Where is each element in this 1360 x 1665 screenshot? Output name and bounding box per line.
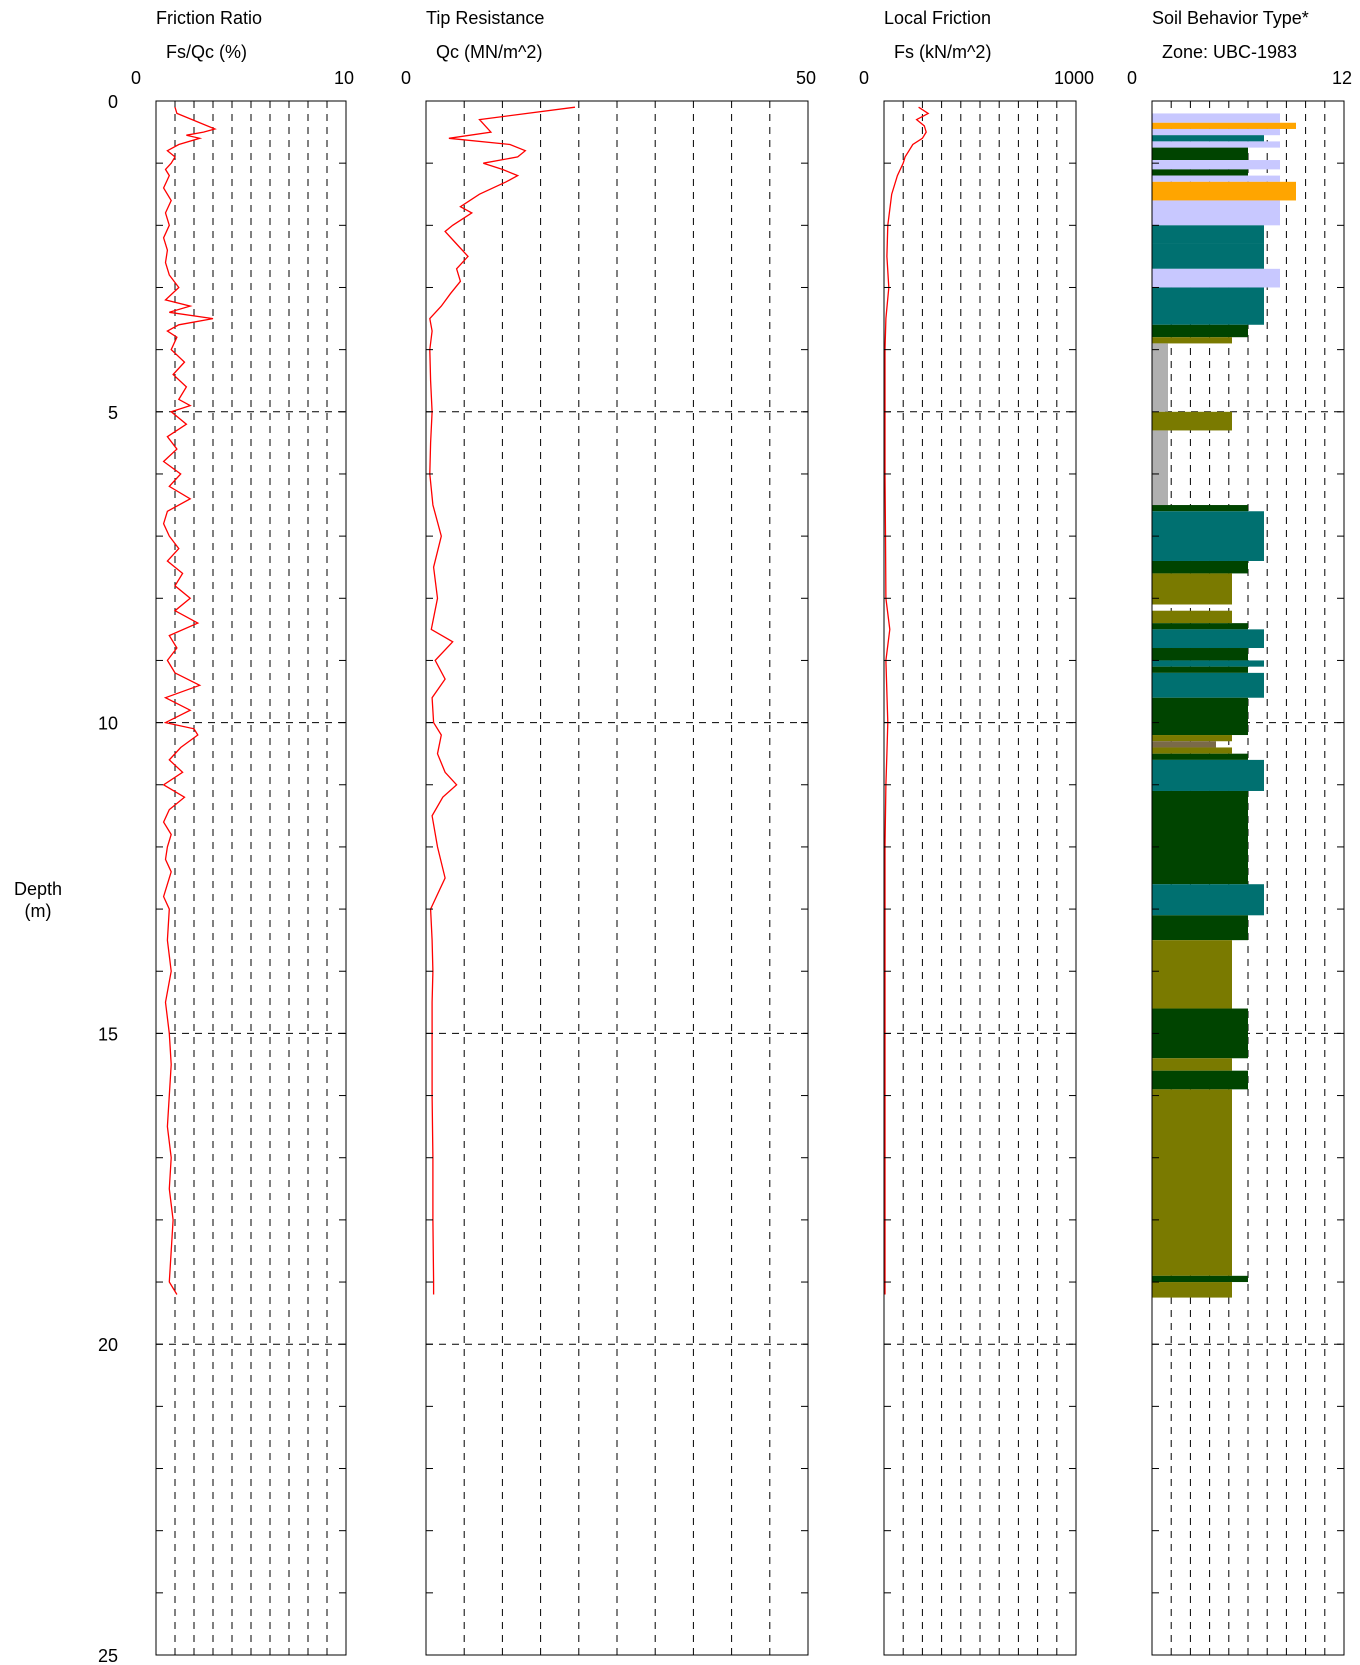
- friction_ratio-x-tick-max: 10: [334, 68, 354, 88]
- tip_resistance-title: Tip Resistance: [426, 8, 544, 28]
- soil-zone-bar: [1152, 268, 1280, 288]
- soil-zone-bar: [1152, 753, 1248, 760]
- soil-zone-bar: [1152, 940, 1232, 1009]
- soil-zone-bar: [1152, 915, 1248, 941]
- soil-zone-bar: [1152, 160, 1280, 170]
- friction_ratio-x-tick-min: 0: [131, 68, 141, 88]
- soil-zone-bar: [1152, 225, 1264, 244]
- soil-zone-bar: [1152, 169, 1248, 176]
- local_friction-trace: [884, 106, 930, 1295]
- soil-zone-bar: [1152, 1282, 1232, 1298]
- soil-zone-bar: [1152, 697, 1248, 736]
- soil-zone-bar: [1152, 1058, 1232, 1071]
- soil-zone-bar: [1152, 672, 1264, 698]
- grid-layer: [156, 101, 1344, 1655]
- depth-tick-label: 20: [98, 1335, 118, 1355]
- soil-zone-bar: [1152, 629, 1264, 649]
- depth-tick-label: 0: [108, 92, 118, 112]
- depth-tick-label: 25: [98, 1646, 118, 1665]
- tip_resistance-panel-frame: [425, 100, 809, 1656]
- soil-zone-bar: [1152, 243, 1264, 269]
- soil-zone-bar: [1152, 573, 1232, 605]
- soil_behavior_type-panel-frame: [1151, 100, 1345, 1656]
- soil-zone-bar: [1152, 1089, 1232, 1276]
- soil-zone-bar: [1152, 181, 1296, 201]
- soil-zone-bar: [1152, 122, 1296, 129]
- soil_behavior_type-x-tick-max: 12: [1332, 68, 1352, 88]
- soil-zone-bar: [1152, 790, 1248, 885]
- friction_ratio-trace: [162, 107, 217, 1295]
- soil-zone-bar: [1152, 411, 1232, 431]
- friction_ratio-panel-frame: [155, 100, 347, 1656]
- soil-zone-bar: [1152, 430, 1168, 506]
- soil-zone-bar: [1152, 287, 1264, 325]
- soil-zone-bar: [1152, 648, 1248, 661]
- depth-axis-label: Depth: [14, 879, 62, 899]
- soil-zone-bar: [1152, 747, 1232, 754]
- depth-tick-label: 5: [108, 403, 118, 423]
- soil-zone-bar: [1152, 511, 1264, 561]
- data-layer: [162, 106, 1296, 1298]
- soil-zone-bar: [1152, 135, 1264, 142]
- soil-zone-bar: [1152, 141, 1280, 148]
- friction_ratio-title: Friction Ratio: [156, 8, 262, 28]
- soil-zone-bar: [1152, 505, 1248, 512]
- soil_behavior_type-axis-label: Zone: UBC-1983: [1162, 42, 1297, 62]
- soil_behavior_type-x-tick-min: 0: [1127, 68, 1137, 88]
- soil_behavior_type-title: Soil Behavior Type*: [1152, 8, 1309, 28]
- soil-zone-bar: [1152, 623, 1248, 630]
- soil-zone-bar: [1152, 666, 1248, 673]
- depth-tick-label: 10: [98, 714, 118, 734]
- tip_resistance-axis-label: Qc (MN/m^2): [436, 42, 542, 62]
- soil-zone-bar: [1152, 337, 1232, 344]
- tip_resistance-x-tick-min: 0: [401, 68, 411, 88]
- soil-zone-bar: [1152, 324, 1248, 338]
- soil-zone-bar: [1152, 560, 1248, 574]
- local_friction-title: Local Friction: [884, 8, 991, 28]
- depth-axis-unit: (m): [25, 901, 52, 921]
- local_friction-panel-frame: [883, 100, 1077, 1656]
- frame-layer: [155, 100, 1345, 1656]
- depth-tick-label: 15: [98, 1024, 118, 1044]
- soil-zone-bar: [1152, 128, 1280, 136]
- soil-zone-bar: [1152, 741, 1216, 748]
- soil-zone-bar: [1152, 735, 1232, 742]
- soil-zone-bar: [1152, 1275, 1248, 1283]
- soil-zone-bar: [1152, 660, 1264, 667]
- soil-zone-bar: [1152, 1008, 1248, 1059]
- local_friction-x-tick-max: 1000: [1054, 68, 1094, 88]
- soil-zone-bar: [1152, 759, 1264, 791]
- soil-zone-bar: [1152, 147, 1248, 161]
- text-layer: Depth (m) 0 5 10 15 20 25 Friction Ratio Fs/Qc …: [14, 8, 1352, 1665]
- tip_resistance-x-tick-max: 50: [796, 68, 816, 88]
- soil-zone-bar: [1152, 1070, 1248, 1090]
- local_friction-x-tick-min: 0: [859, 68, 869, 88]
- friction_ratio-axis-label: Fs/Qc (%): [166, 42, 247, 62]
- soil-zone-bar: [1152, 200, 1280, 226]
- soil-zone-bar: [1152, 175, 1280, 182]
- soil-zone-bar: [1152, 113, 1280, 123]
- local_friction-axis-label: Fs (kN/m^2): [894, 42, 991, 62]
- soil-zone-bar: [1152, 884, 1264, 916]
- soil-zone-bar: [1152, 343, 1168, 412]
- soil-zone-bar: [1152, 610, 1232, 624]
